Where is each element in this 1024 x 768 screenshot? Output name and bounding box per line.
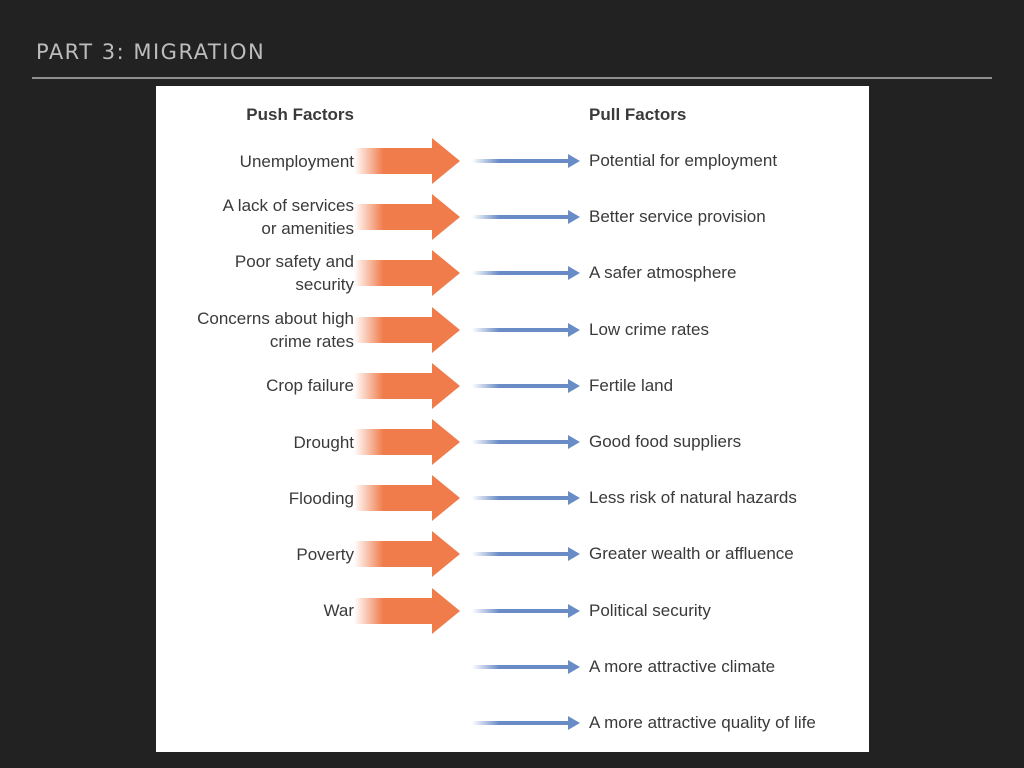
push-factor-label: Crop failure <box>266 376 354 396</box>
pull-factor-label: A more attractive quality of life <box>589 713 816 732</box>
push-arrow-icon <box>354 194 460 241</box>
push-factor-label: Flooding <box>288 488 354 508</box>
pull-factors-header: Pull Factors <box>589 105 687 124</box>
pull-factor-label: Political security <box>589 600 711 620</box>
pull-factor-label: Low crime rates <box>589 319 709 339</box>
pull-factor-label: A more attractive climate <box>589 656 776 676</box>
push-factor-label: Poor safety and security <box>234 252 354 295</box>
push-factor-label: Concerns about high crime rates <box>197 308 354 351</box>
pull-factor-label: Fertile land <box>589 375 674 395</box>
title-divider <box>32 77 992 79</box>
push-arrow-icon <box>354 587 460 634</box>
pull-arrow-icon <box>472 322 580 337</box>
pull-factor-label: Greater wealth or affluence <box>589 544 794 564</box>
pull-arrow-icon <box>472 716 580 730</box>
pull-arrow-icon <box>472 603 580 618</box>
slide-title: PART 3: MIGRATION <box>36 40 266 64</box>
push-factor-label: A lack of services or amenities <box>222 196 354 239</box>
pull-arrow-icon <box>472 266 580 281</box>
pull-factor-label: Good food suppliers <box>589 432 742 451</box>
push-arrow-icon <box>354 475 460 522</box>
push-factors-header: Push Factors <box>246 105 354 124</box>
push-factor-label: Unemployment <box>239 151 354 171</box>
push-pull-diagram: Push Factors Pull Factors Unemployment Po… <box>156 86 869 752</box>
push-arrow-icon <box>354 419 460 465</box>
pull-arrow-icon <box>472 378 580 393</box>
push-arrow-icon <box>354 306 460 353</box>
pull-factor-label: Potential for employment <box>589 151 778 170</box>
pull-arrow-icon <box>472 210 580 225</box>
pull-arrow-icon <box>472 659 580 674</box>
pull-arrow-icon <box>472 491 580 506</box>
push-arrow-icon <box>354 250 460 297</box>
pull-arrow-icon <box>472 547 580 562</box>
push-arrow-icon <box>354 362 460 409</box>
push-factor-label: Drought <box>293 432 354 452</box>
pull-factor-label: A safer atmosphere <box>589 263 737 283</box>
push-factor-label: Poverty <box>296 544 354 564</box>
pull-arrow-icon <box>472 154 580 168</box>
push-arrow-icon <box>354 138 460 184</box>
pull-factor-label: Better service provision <box>589 207 766 227</box>
pull-arrow-icon <box>472 435 580 449</box>
push-factor-label: War <box>323 601 354 621</box>
pull-factor-label: Less risk of natural hazards <box>589 488 797 508</box>
push-arrow-icon <box>354 531 460 578</box>
